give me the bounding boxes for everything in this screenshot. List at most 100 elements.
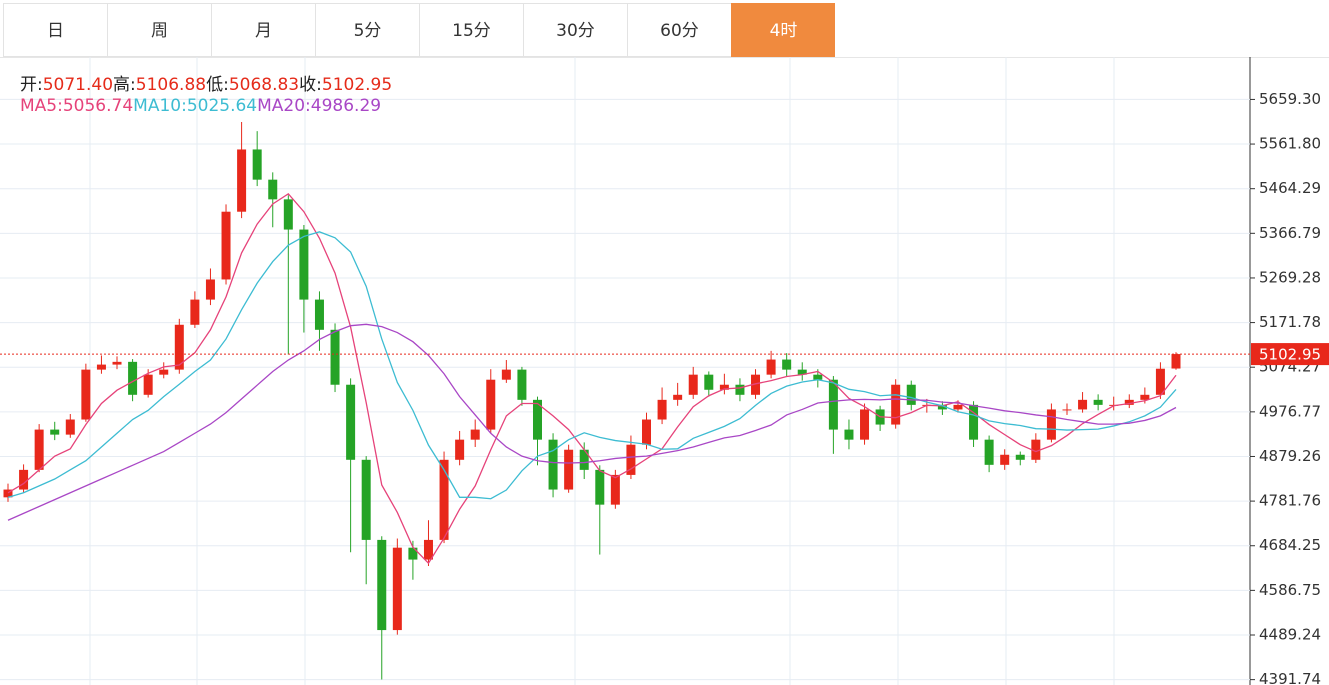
candle-body xyxy=(501,369,511,380)
candle-body xyxy=(299,229,309,300)
ohlc-value: 5102.95 xyxy=(321,75,393,95)
period-tab[interactable]: 周 xyxy=(107,3,211,57)
period-tab[interactable]: 15分 xyxy=(419,3,523,57)
y-tick-label: 4489.24 xyxy=(1259,625,1321,643)
candle-body xyxy=(937,404,947,410)
ma-label: MA5: xyxy=(20,96,63,116)
candle-body xyxy=(377,539,387,631)
period-tab[interactable]: 60分 xyxy=(627,3,731,57)
ma-label: MA20: xyxy=(257,96,311,116)
candle-body xyxy=(205,279,215,300)
candle-body xyxy=(237,149,247,212)
candle-body xyxy=(1015,454,1025,460)
candle-body xyxy=(252,149,262,180)
candle-body xyxy=(50,429,60,435)
y-tick-label: 5171.78 xyxy=(1259,313,1321,331)
candle-body xyxy=(906,384,916,405)
y-tick-label: 4976.77 xyxy=(1259,402,1321,420)
candle-body xyxy=(657,399,667,420)
last-price-box xyxy=(1251,343,1329,366)
ma-value: 5056.74 xyxy=(62,96,134,116)
candle-body xyxy=(532,399,542,440)
candle-body xyxy=(455,439,465,460)
candle-body xyxy=(673,394,683,400)
ohlc-label: 开: xyxy=(20,75,43,95)
candle-body xyxy=(844,429,854,440)
candle-body xyxy=(1124,399,1134,405)
candles xyxy=(3,121,1181,680)
candle-body xyxy=(813,374,823,380)
divider xyxy=(0,57,1329,58)
candle-body xyxy=(314,299,324,330)
candle-body xyxy=(361,459,371,540)
y-tick-label: 4781.76 xyxy=(1259,492,1321,510)
y-tick-label: 5659.30 xyxy=(1259,90,1321,108)
ma-legend: MA5:5056.74MA10:5025.64MA20:4986.29 xyxy=(20,96,381,116)
ohlc-header: 开:5071.40高:5106.88低:5068.83收:5102.95 xyxy=(20,70,392,95)
candle-body xyxy=(797,369,807,375)
candle-body xyxy=(330,329,340,385)
period-tab[interactable]: 日 xyxy=(3,3,107,57)
ma-value: 4986.29 xyxy=(310,96,382,116)
candle-body xyxy=(1155,368,1165,395)
candle-body xyxy=(19,469,29,490)
candle-body xyxy=(96,364,106,370)
candle-body xyxy=(128,361,138,395)
candle-body xyxy=(143,374,153,395)
ma-label: MA10: xyxy=(133,96,187,116)
candle-body xyxy=(517,369,527,400)
candle-body xyxy=(860,409,870,440)
candle-body xyxy=(1140,394,1150,400)
chart: 5659.30 5561.80 5464.29 5366.79 5269.28 5171.… xyxy=(0,57,1329,685)
ohlc-value: 5068.83 xyxy=(228,75,300,95)
candle-body xyxy=(3,489,13,498)
candle-body xyxy=(969,404,979,440)
candle-body xyxy=(346,384,356,460)
period-tabs: 日周月 5分 15分 30分 60分 4时 xyxy=(3,3,835,57)
candle-body xyxy=(174,324,184,370)
candle-body xyxy=(953,404,963,410)
candle-body xyxy=(704,374,714,390)
candle-body xyxy=(735,384,745,395)
y-tick-label: 5561.80 xyxy=(1259,135,1321,153)
ohlc-label: 高: xyxy=(113,75,136,95)
ma-line xyxy=(7,323,1177,521)
ohlc-value: 5106.88 xyxy=(135,75,207,95)
candle-body xyxy=(766,359,776,375)
y-tick-label: 4586.75 xyxy=(1259,581,1321,599)
candle-body xyxy=(423,539,433,560)
candle-body xyxy=(486,379,496,430)
candle-body xyxy=(268,179,278,200)
ma-line xyxy=(7,231,1177,500)
candle-body xyxy=(626,444,636,475)
period-tab[interactable]: 月 xyxy=(211,3,315,57)
candle-body xyxy=(891,384,901,425)
y-tick-label: 4391.74 xyxy=(1259,670,1321,685)
period-tab[interactable]: 4时 xyxy=(731,3,835,57)
candle-body xyxy=(751,374,761,395)
candle-body xyxy=(579,449,589,470)
candle-body xyxy=(470,429,480,440)
candle-body xyxy=(610,474,620,505)
ohlc-label: 收: xyxy=(299,75,322,95)
candle-body xyxy=(595,469,605,505)
grid xyxy=(0,98,1250,681)
candle-body xyxy=(984,439,994,465)
ma-line xyxy=(7,193,1177,565)
candle-body xyxy=(548,439,558,490)
y-tick-label: 5464.29 xyxy=(1259,179,1321,197)
candle-body xyxy=(190,299,200,325)
candle-body xyxy=(392,547,402,631)
candle-body xyxy=(642,419,652,445)
period-tab[interactable]: 5分 xyxy=(315,3,419,57)
candle-body xyxy=(828,379,838,430)
ohlc-value: 5071.40 xyxy=(42,75,114,95)
day-separators xyxy=(89,57,1115,685)
candle-body xyxy=(283,199,293,230)
ma-value: 5025.64 xyxy=(186,96,258,116)
last-price-label: 5102.95 xyxy=(1259,346,1321,364)
y-tick-label: 5366.79 xyxy=(1259,224,1321,242)
period-tab[interactable]: 30分 xyxy=(523,3,627,57)
candle-body xyxy=(1046,409,1056,440)
candle-body xyxy=(439,459,449,540)
